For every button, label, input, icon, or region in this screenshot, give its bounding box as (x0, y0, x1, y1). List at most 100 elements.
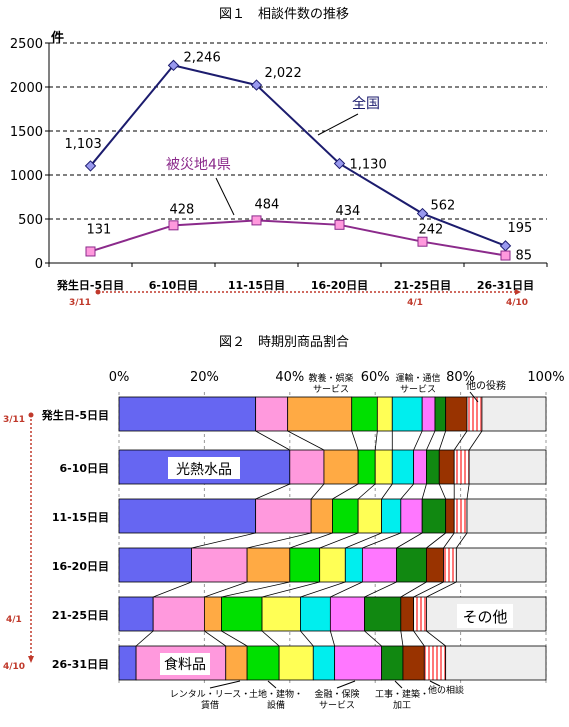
connector-line (255, 483, 290, 500)
bar-segment (421, 498, 447, 534)
date-label-mid: 4/1 (6, 615, 22, 625)
x-tick-label: 発生日-5日目 (56, 278, 124, 292)
annotation-koji: 工事・建築・加工 (375, 688, 429, 711)
label-box (160, 653, 210, 675)
bar-segment (225, 645, 248, 681)
data-label: 484 (255, 197, 280, 212)
annotation-leader (336, 680, 356, 689)
x-tick-label: 11-15日目 (228, 279, 285, 292)
bar-segment (434, 396, 447, 432)
bar-segment (396, 547, 427, 583)
bar-segment (468, 449, 547, 485)
y-tick-label: 500 (18, 213, 43, 228)
bar-segment (246, 547, 291, 583)
data-label: 562 (431, 199, 456, 214)
connector-line (362, 532, 401, 549)
data-label: 428 (170, 202, 195, 217)
connector-line (453, 430, 468, 451)
data-label: 2,022 (265, 66, 302, 81)
connector-line (396, 532, 423, 549)
bar-segment (319, 547, 346, 583)
connector-line (438, 430, 447, 451)
date-marker-end-arrow (515, 289, 521, 295)
connector-line (456, 532, 468, 549)
x-tick-label: 21-25日目 (394, 279, 451, 292)
connector-line (204, 630, 226, 647)
bar-segment (445, 645, 547, 681)
annotation-yakumu: 他の役務 (466, 379, 506, 392)
data-point (499, 240, 512, 252)
y-axis-unit: 件 (51, 30, 64, 46)
bar-segment (400, 596, 415, 632)
connector-line (300, 581, 346, 598)
connector-line (421, 483, 427, 500)
bar-segment (445, 396, 468, 432)
bar-segment (221, 596, 263, 632)
connector-line (438, 483, 447, 500)
bar-segment (357, 498, 383, 534)
connector-line (351, 430, 359, 451)
bar-segment (332, 498, 359, 534)
date-label-start: 3/11 (3, 415, 25, 425)
bar-segment (152, 596, 205, 632)
connector-line (261, 581, 320, 598)
connector-line (289, 532, 333, 549)
data-label: 131 (87, 222, 112, 237)
y-tick-label: 2500 (10, 37, 43, 52)
annotation-kinyu: 金融・保険サービス (314, 688, 359, 711)
bar-segment (191, 547, 248, 583)
x-tick-label: 100% (527, 370, 564, 385)
label-box (457, 604, 513, 628)
data-label: 195 (508, 221, 533, 236)
connector-line (426, 430, 436, 451)
bar-segment (118, 596, 154, 632)
date-label-mid: 4/1 (407, 298, 423, 308)
connector-line (400, 483, 414, 500)
y-tick-label: 2000 (10, 81, 43, 96)
bar-segment (364, 596, 402, 632)
x-tick-label: 80% (446, 370, 475, 385)
bar-segment (118, 547, 192, 583)
category-label: 発生日-5日目 (41, 408, 109, 422)
bar-segment (402, 645, 425, 681)
connector-line (204, 581, 248, 598)
bar-segment (423, 645, 447, 681)
series-name-zenkoku: 全国 (352, 95, 380, 112)
connector-line (319, 532, 359, 549)
bar-segment (391, 396, 423, 432)
connector-line (247, 532, 312, 549)
connector-line (221, 630, 248, 647)
connector-line (332, 483, 359, 500)
bar-segment (400, 498, 423, 534)
date-label-start: 3/11 (69, 298, 91, 308)
data-label: 434 (336, 204, 361, 219)
x-tick-label: 40% (275, 370, 304, 385)
connector-line (364, 630, 382, 647)
bar-segment (453, 498, 468, 534)
category-label: 6-10日目 (59, 462, 109, 475)
annotation-leader (267, 680, 277, 689)
label-food: 食料品 (164, 656, 206, 673)
data-point (334, 219, 345, 230)
data-point (417, 236, 428, 247)
bar-segment (351, 396, 378, 432)
bar-segment (278, 645, 314, 681)
connector-line (413, 581, 444, 598)
connector-line (400, 630, 404, 647)
callout-line (215, 177, 235, 216)
figure-2: 図２ 時期別商品割合 0% 20% 40% 60% 80% 100% 発生日-5日目 6-10日… (3, 334, 565, 711)
bar-segment (443, 547, 457, 583)
connector-line (329, 630, 336, 647)
connector-line (381, 483, 393, 500)
bar-segment (329, 596, 365, 632)
date-label-end: 4/10 (3, 662, 25, 672)
data-point (84, 160, 97, 172)
data-point (168, 220, 179, 231)
data-point (416, 207, 429, 220)
annotation-leader (209, 680, 241, 689)
bar-segment (300, 596, 331, 632)
data-point (333, 157, 346, 170)
label-koneri: 光熱水品 (176, 462, 232, 478)
bar-segment (261, 596, 301, 632)
